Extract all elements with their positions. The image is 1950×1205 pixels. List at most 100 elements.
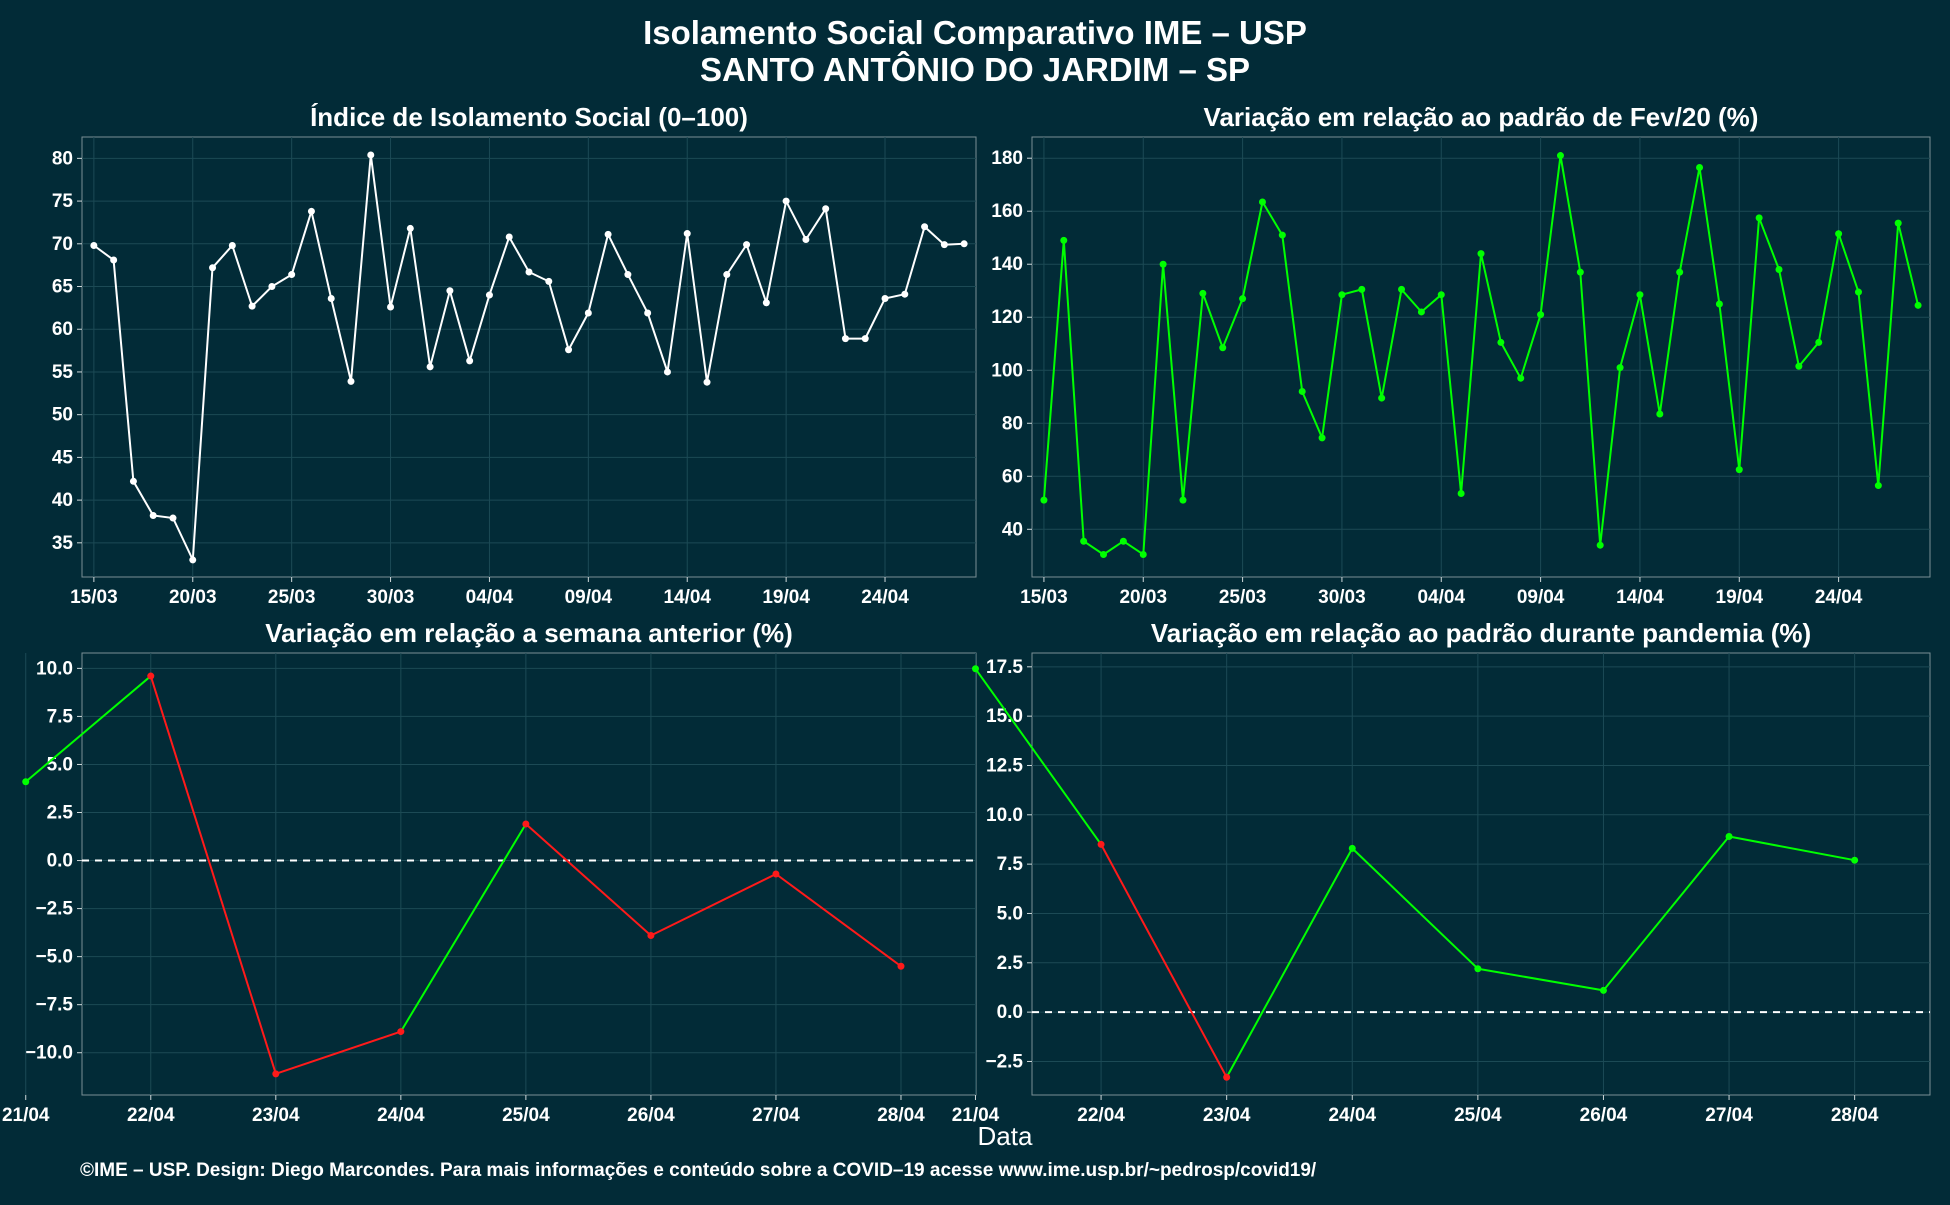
- data-point: [1119, 537, 1127, 545]
- x-tick-label: 21/04: [2, 1105, 50, 1126]
- x-tick-label: 30/03: [367, 587, 415, 608]
- x-tick-label: 22/04: [127, 1105, 175, 1126]
- data-point: [228, 242, 236, 250]
- data-point: [272, 1070, 280, 1078]
- data-point: [1437, 291, 1445, 299]
- data-point: [1676, 268, 1684, 276]
- data-point: [782, 197, 790, 205]
- y-tick-label: 60: [1002, 466, 1023, 487]
- data-point: [1159, 260, 1167, 268]
- data-point: [772, 870, 780, 878]
- x-tick-label: 22/04: [1077, 1105, 1125, 1126]
- y-tick-label: 5.0: [47, 754, 73, 775]
- data-point: [209, 264, 217, 272]
- data-point: [960, 240, 968, 248]
- x-tick-label: 14/04: [663, 587, 711, 608]
- y-tick-label: 60: [52, 319, 73, 340]
- x-tick-label: 26/04: [1580, 1105, 1628, 1126]
- data-point: [1696, 163, 1704, 171]
- line-segment: [1602, 835, 1730, 992]
- y-tick-label: 0.0: [997, 1002, 1023, 1023]
- data-point: [1298, 387, 1306, 395]
- x-tick-label: 24/04: [1815, 587, 1863, 608]
- y-tick-label: 140: [991, 254, 1023, 275]
- data-point: [147, 672, 155, 680]
- data-point: [647, 931, 655, 939]
- line-segment: [775, 873, 902, 968]
- data-point: [1656, 410, 1664, 418]
- y-tick-label: 180: [991, 148, 1023, 169]
- x-tick-label: 27/04: [1705, 1105, 1753, 1126]
- x-tick-label: 15/03: [1020, 587, 1068, 608]
- chart-panel-3: Variação em relação a semana anterior (%…: [2, 618, 977, 1126]
- data-point: [149, 511, 157, 519]
- y-tick-label: −7.5: [35, 995, 73, 1016]
- data-point: [387, 303, 395, 311]
- x-tick-label: 26/04: [627, 1105, 675, 1126]
- x-tick-label: 25/03: [268, 587, 316, 608]
- chart-panel-2: Variação em relação ao padrão de Fev/20 …: [991, 102, 1931, 608]
- y-tick-label: 120: [991, 307, 1023, 328]
- data-point: [1715, 300, 1723, 308]
- line-segment: [1225, 847, 1354, 1078]
- data-point: [1815, 338, 1823, 346]
- data-point: [169, 514, 177, 522]
- data-point: [426, 363, 434, 371]
- data-point: [1616, 364, 1624, 372]
- data-point: [1851, 856, 1859, 864]
- y-tick-label: 10.0: [986, 805, 1023, 826]
- line-segment: [1100, 843, 1228, 1078]
- data-point: [545, 277, 553, 285]
- data-point: [525, 268, 533, 276]
- x-tick-label: 19/04: [762, 587, 810, 608]
- data-point: [1179, 496, 1187, 504]
- y-tick-label: −2.5: [35, 899, 73, 920]
- y-tick-label: 75: [52, 191, 74, 212]
- data-point: [822, 205, 830, 213]
- data-point: [1258, 198, 1266, 206]
- data-point: [485, 291, 493, 299]
- data-point: [1219, 344, 1227, 352]
- x-tick-label: 23/04: [252, 1105, 300, 1126]
- y-tick-label: 40: [1002, 519, 1023, 540]
- data-point: [347, 377, 355, 385]
- data-point: [1199, 289, 1207, 297]
- x-tick-label: 27/04: [752, 1105, 800, 1126]
- data-point: [1040, 496, 1048, 504]
- data-point: [446, 287, 454, 295]
- data-point: [189, 556, 197, 564]
- data-point: [1755, 214, 1763, 222]
- data-point: [565, 346, 573, 354]
- data-point: [1497, 338, 1505, 346]
- y-tick-label: 80: [1002, 413, 1023, 434]
- y-tick-label: −5.0: [35, 947, 73, 968]
- data-point: [1223, 1073, 1231, 1081]
- data-point: [1378, 394, 1386, 402]
- chart-panel-4: Variação em relação ao padrão durante pa…: [952, 618, 1931, 1126]
- data-point: [940, 241, 948, 249]
- x-tick-label: 24/04: [861, 587, 909, 608]
- data-point: [624, 271, 632, 279]
- data-point: [1835, 230, 1843, 238]
- y-tick-label: 50: [52, 405, 73, 426]
- x-tick-label: 30/03: [1318, 587, 1366, 608]
- data-point: [1795, 362, 1803, 370]
- data-point: [604, 230, 612, 238]
- data-point: [1874, 482, 1882, 490]
- data-point: [397, 1028, 405, 1036]
- data-point: [1100, 550, 1108, 558]
- line-segment: [1351, 847, 1479, 970]
- data-point: [1318, 434, 1326, 442]
- data-point: [703, 378, 711, 386]
- y-tick-label: 0.0: [47, 851, 73, 872]
- y-tick-label: 2.5: [997, 953, 1024, 974]
- data-point: [1477, 250, 1485, 258]
- x-tick-label: 24/04: [1328, 1105, 1376, 1126]
- y-tick-label: 7.5: [47, 706, 74, 727]
- data-point: [129, 477, 137, 485]
- data-point: [1139, 550, 1147, 558]
- x-tick-label: 20/03: [169, 587, 217, 608]
- panel-title: Variação em relação ao padrão de Fev/20 …: [1204, 102, 1759, 132]
- line-segment: [1728, 835, 1855, 862]
- panel-title: Variação em relação a semana anterior (%…: [265, 618, 793, 648]
